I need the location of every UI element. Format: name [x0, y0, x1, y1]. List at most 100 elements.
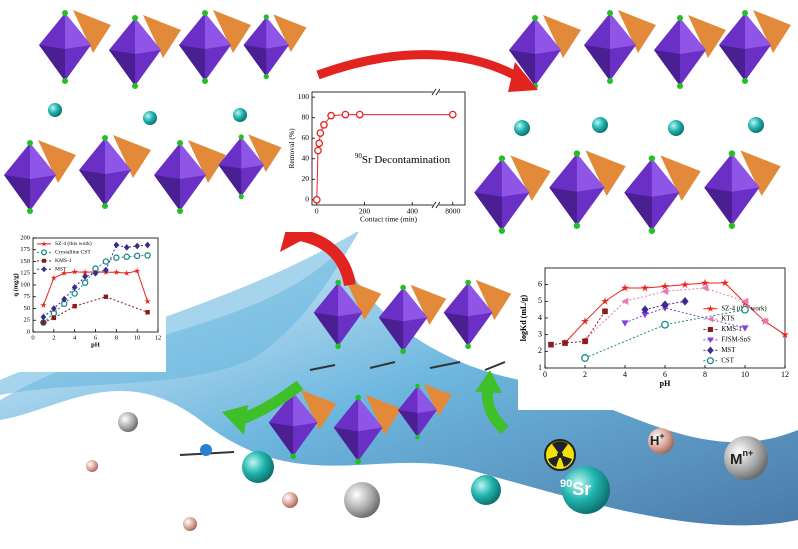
- marker: [741, 297, 749, 305]
- marker: [61, 269, 68, 276]
- y-tick-label: 200: [20, 234, 30, 241]
- y-axis-label: logKd (mL/g): [519, 294, 528, 341]
- marker: [640, 283, 650, 292]
- x-tick-label: 6: [94, 334, 98, 341]
- mass-number: 90: [560, 478, 572, 490]
- legend-label: KMS-1: [55, 258, 72, 264]
- y-axis-label: q (mg/g): [13, 273, 20, 296]
- y-axis-label: Removal (%): [287, 128, 296, 169]
- marker: [50, 305, 57, 312]
- y-tick-label: 5: [538, 296, 542, 305]
- y-tick-label: 175: [20, 246, 30, 253]
- marker: [123, 253, 131, 261]
- series-line: [550, 311, 606, 346]
- x-axis-label: pH: [660, 379, 671, 388]
- y-tick-label: 2: [538, 346, 542, 355]
- marker: [621, 320, 629, 327]
- marker: [113, 241, 120, 249]
- plot-frame: [311, 91, 466, 206]
- series-line: [43, 254, 148, 323]
- legend-label: KTS: [721, 316, 734, 323]
- marker: [144, 298, 151, 305]
- x-tick-label: 10: [134, 334, 141, 341]
- x-tick-label: 12: [155, 334, 162, 341]
- marker: [102, 258, 110, 265]
- element: H: [650, 433, 659, 448]
- x-tick-label: 0: [31, 334, 34, 341]
- x-axis-label: pH: [91, 341, 100, 348]
- series-line: [584, 309, 746, 359]
- ion-label: 90Sr: [560, 478, 591, 499]
- y-tick-label: 125: [20, 270, 30, 277]
- marker: [50, 274, 58, 281]
- y-tick-label: 0: [305, 195, 309, 204]
- marker: [41, 240, 47, 247]
- ion-label: Mn+: [730, 448, 753, 468]
- x-tick-label: 400: [407, 206, 419, 215]
- element: M: [730, 451, 743, 468]
- marker: [600, 297, 610, 305]
- ion-labels: 90Sr H+ Mn+: [560, 431, 753, 498]
- panel: [8, 230, 166, 372]
- marker: [123, 244, 130, 251]
- marker: [580, 317, 590, 325]
- marker: [81, 279, 89, 286]
- marker: [133, 252, 141, 260]
- x-tick-label: 8000: [445, 206, 460, 215]
- axis-break: [435, 201, 441, 209]
- marker: [602, 308, 608, 315]
- marker: [620, 283, 630, 292]
- marker: [327, 111, 335, 120]
- marker: [92, 269, 99, 277]
- series-line: [624, 307, 746, 329]
- x-tick-label: 200: [359, 206, 371, 215]
- marker: [680, 280, 690, 289]
- marker: [133, 267, 141, 274]
- y-tick-label: 0: [27, 328, 30, 335]
- marker: [621, 297, 629, 305]
- marker: [82, 273, 88, 280]
- y-tick-label: 1: [538, 363, 542, 372]
- y-tick-label: 100: [20, 281, 30, 288]
- marker: [707, 346, 714, 355]
- marker: [761, 317, 769, 325]
- legend-label: MST: [721, 347, 736, 354]
- x-tick-label: 2: [583, 370, 587, 379]
- marker: [41, 266, 47, 273]
- y-tick-label: 6: [538, 279, 542, 288]
- x-tick-label: 0: [543, 370, 547, 379]
- y-tick-label: 40: [302, 153, 310, 162]
- series-line: [564, 282, 786, 344]
- x-tick-label: 8: [115, 334, 118, 341]
- panel: [518, 258, 796, 410]
- marker: [144, 241, 151, 249]
- marker: [123, 269, 130, 276]
- marker: [72, 303, 77, 309]
- marker: [71, 268, 78, 275]
- axis-break: [431, 88, 437, 96]
- marker: [51, 315, 57, 321]
- x-tick-label: 0: [315, 206, 319, 215]
- annotation-mass: 90: [355, 151, 363, 159]
- marker: [134, 242, 141, 250]
- marker: [661, 320, 669, 329]
- y-tick-label: 4: [538, 313, 542, 322]
- y-tick-label: 25: [24, 317, 31, 324]
- x-tick-label: 4: [73, 334, 77, 341]
- marker: [681, 297, 689, 306]
- marker: [71, 290, 78, 297]
- series-line: [584, 287, 766, 341]
- marker: [720, 278, 730, 287]
- marker: [706, 304, 715, 312]
- marker: [320, 121, 328, 129]
- marker: [581, 354, 589, 362]
- y-tick-label: 3: [538, 329, 542, 338]
- annotation: 90Sr Decontamination: [355, 151, 451, 165]
- element: Sr: [572, 479, 591, 499]
- axis-break: [431, 201, 437, 209]
- x-tick-label: 12: [781, 370, 789, 379]
- marker: [355, 110, 364, 119]
- marker: [81, 268, 89, 276]
- marker: [706, 357, 715, 365]
